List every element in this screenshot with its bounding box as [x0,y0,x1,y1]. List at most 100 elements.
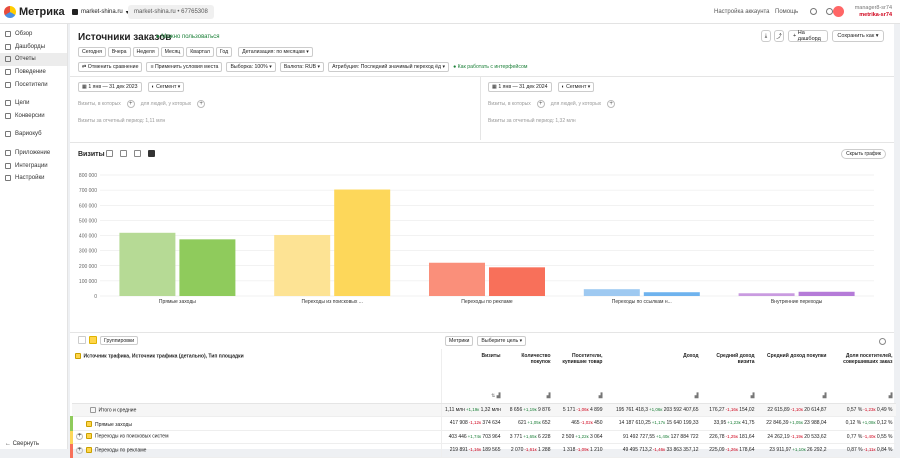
add-condition-icon[interactable]: + [536,100,545,108]
chart-bar[interactable] [583,289,640,296]
table-cell: 176,27-1,16к 154,02 [701,403,758,417]
sidebar-collapse-button[interactable]: ← Свернуть [5,441,39,447]
row-name-cell[interactable]: + Переходы из поисковых систем [70,430,442,444]
sidebar-item-overview[interactable]: Обзор [0,28,67,41]
column-header-avg-purchase-revenue[interactable]: Средний доход покупки [767,353,827,359]
interface-hint-link[interactable]: ● Как работать с интерфейсом [453,64,528,70]
breadcrumb[interactable]: market-shina.ru • 67765308 [128,5,214,19]
add-condition-icon[interactable]: + [126,100,135,108]
sidebar-item-goals[interactable]: Цели [0,97,67,110]
cell-value: 1 210 [588,447,603,454]
apps-icon[interactable] [826,8,833,15]
add-to-dashboard-button[interactable]: + На дашборд [788,30,828,42]
chart-bar[interactable] [334,189,391,296]
checkbox-icon[interactable] [86,446,92,453]
sample-select[interactable]: Выборка: 100% ▾ [226,62,276,72]
add-condition-icon[interactable]: + [607,100,616,108]
share-icon[interactable]: ⤴ [774,30,784,42]
list-view-icon[interactable] [78,336,86,344]
bar-chart-icon[interactable] [148,150,155,157]
add-condition-icon[interactable]: + [197,100,206,108]
table-row[interactable]: Прямые заходы 417 908-1,12к 374 634 621+1,… [70,416,896,431]
area-chart-icon[interactable] [134,150,141,157]
period-quarter[interactable]: Квартал [186,47,214,57]
cell-value: +1,08к [862,420,876,426]
apply-conditions-button[interactable]: ≡ Применить условия места [146,62,223,72]
sidebar-item-settings[interactable]: Настройки [0,172,67,185]
attribution-select[interactable]: Атрибуция: Последний значимый переход ёд… [328,62,450,72]
period-year[interactable]: Год [215,47,233,57]
cell-value: -1,16к [725,406,738,412]
row-name-cell[interactable]: Итого и средние [71,403,442,417]
chart-bar[interactable] [429,262,485,296]
sidebar-item-dashboards[interactable]: Дашборды [0,41,67,54]
segment-right[interactable]: ◐ Сегмент ▾ [557,82,595,92]
app-icon [5,150,11,157]
avatar[interactable] [833,6,844,17]
column-header-visits[interactable]: Визиты [441,349,504,389]
hide-chart-button[interactable]: Скрыть график [841,149,886,159]
period-week[interactable]: Неделя [132,47,159,57]
compare-icon[interactable]: ⇅ ▟ [441,389,504,404]
checkbox-icon[interactable] [86,421,92,428]
grouping-button[interactable]: Группировки [100,336,139,345]
goal-select[interactable]: Выберите цель ▾ [477,336,527,346]
status-badge: ● Можно пользоваться [156,34,220,40]
sidebar-item-reports[interactable]: Отчеты [0,53,67,66]
column-header-buyers[interactable]: Посетители, купившие товар [562,353,603,365]
column-header-dimensions[interactable]: Источник трафика, Источник трафика (дета… [72,349,442,389]
segment-left[interactable]: ◐ Сегмент ▾ [147,82,185,92]
sidebar-item-integrations[interactable]: Интеграции [0,159,67,172]
chart-bar[interactable] [798,291,855,296]
detail-select[interactable]: Детализация: по месяцам ▾ [238,47,313,57]
save-as-button[interactable]: Сохранить как ▾ [832,30,884,42]
refresh-icon[interactable] [106,150,113,157]
export-icon[interactable]: ⤓ [761,30,771,42]
sidebar-item-behavior[interactable]: Поведение [0,66,67,79]
currency-select[interactable]: Валюта: RUB ▾ [279,62,325,72]
column-header-avg-visit-revenue[interactable]: Средний доход визита [716,353,755,365]
account-settings-link[interactable]: Настройка аккаунта [714,9,770,15]
sidebar-item-app[interactable]: Приложение [0,147,67,160]
site-selector[interactable]: market-shina.ru▾ [68,6,133,18]
checkbox-icon[interactable] [86,433,92,440]
sidebar-item-visitors[interactable]: Посетители [0,78,67,91]
chart-bar[interactable] [179,239,236,296]
gear-icon[interactable] [879,338,886,345]
expand-icon[interactable]: + [76,433,83,441]
sidebar-item-variocube[interactable]: Вариокуб [0,128,67,141]
chart-bar[interactable] [489,267,545,296]
chart-bar[interactable] [119,232,176,296]
column-header-revenue[interactable]: Доход [683,353,699,359]
bell-icon[interactable] [810,8,817,15]
user-menu[interactable]: manager8-sr74 metrika-sr74 [855,5,892,19]
filter-label: Валюта: RUB [283,64,317,70]
period-yesterday[interactable]: Вчера [107,47,131,57]
column-header-order-share[interactable]: Доля посетителей, совершивших заказ [843,353,893,365]
table-row[interactable]: + Переходы из поисковых систем 403 446+1,7… [70,430,896,444]
row-name-cell[interactable]: + Переходы по рекламе [70,443,442,458]
cell-value: 154,02 [737,406,755,413]
expand-icon[interactable]: + [76,446,83,454]
checkbox-icon[interactable] [74,353,81,359]
cancel-compare-button[interactable]: ⇄ Отменить сравнение [78,62,143,72]
sidebar-item-conversions[interactable]: Конверсии [0,110,67,123]
chart-bar[interactable] [738,293,795,296]
checkbox-icon[interactable] [89,406,96,413]
table-row[interactable]: + Переходы по рекламе 219 891-1,16к 189 56… [70,443,896,458]
column-header-purchases[interactable]: Количество покупок [521,353,551,365]
row-name-cell[interactable]: Прямые заходы [70,416,442,431]
period-today[interactable]: Сегодня [78,47,106,57]
help-link[interactable]: Помощь [775,9,799,15]
chart-bar[interactable] [643,292,700,296]
app-logo[interactable]: Метрика [4,4,65,20]
date-range-right[interactable]: ▦ 1 янв — 31 дек 2024 [488,82,552,92]
metrics-button[interactable]: Метрики [445,336,474,346]
table-total-row[interactable]: Итого и средние 1,11 млн+1,19к 1,32 млн 8 … [71,403,896,417]
chart-bar[interactable] [274,234,331,296]
tree-view-icon[interactable] [89,336,97,344]
line-chart-icon[interactable] [120,150,127,157]
period-month[interactable]: Месяц [160,47,185,57]
date-range-left[interactable]: ▦ 1 янв — 31 дек 2023 [78,82,142,92]
cell-value: 2 070 [510,447,524,454]
